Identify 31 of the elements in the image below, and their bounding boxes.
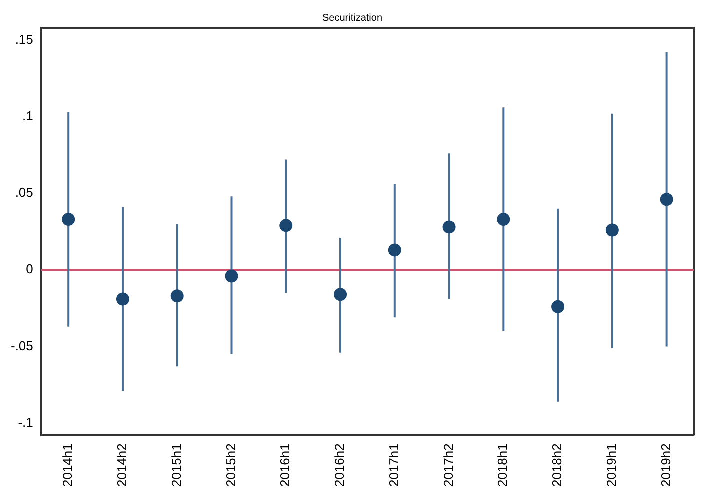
chart-title: Securitization [322, 12, 383, 24]
x-tick-label: 2015h2 [223, 444, 238, 488]
point [170, 290, 184, 303]
x-tick-label: 2018h2 [550, 444, 565, 488]
point [552, 300, 565, 314]
point [660, 193, 674, 206]
x-tick-label: 2018h1 [495, 444, 510, 488]
point [497, 213, 510, 226]
y-tick-label: .15 [15, 32, 34, 47]
point [62, 213, 76, 226]
x-tick-label: 2019h1 [604, 444, 620, 488]
x-tick-label: 2016h1 [278, 444, 293, 488]
y-tick-label: .1 [22, 108, 34, 124]
x-tick-label: 2015h1 [168, 444, 184, 488]
y-tick-label: -.1 [18, 414, 34, 430]
x-tick-label: 2014h1 [60, 444, 76, 488]
point [116, 292, 130, 306]
x-tick-label: 2017h1 [386, 444, 402, 488]
y-tick-label: 0 [26, 262, 34, 277]
x-tick-label: 2019h2 [658, 444, 674, 488]
point [388, 244, 402, 257]
point [334, 288, 348, 302]
point [225, 270, 238, 283]
y-tick-label: -.05 [10, 338, 34, 354]
x-tick-label: 2014h2 [114, 444, 130, 488]
x-tick-label: 2017h2 [440, 444, 456, 488]
x-tick-label: 2016h2 [332, 444, 348, 488]
point [442, 220, 456, 234]
point [280, 219, 293, 232]
y-tick-label: .05 [15, 185, 34, 200]
point [606, 224, 619, 237]
